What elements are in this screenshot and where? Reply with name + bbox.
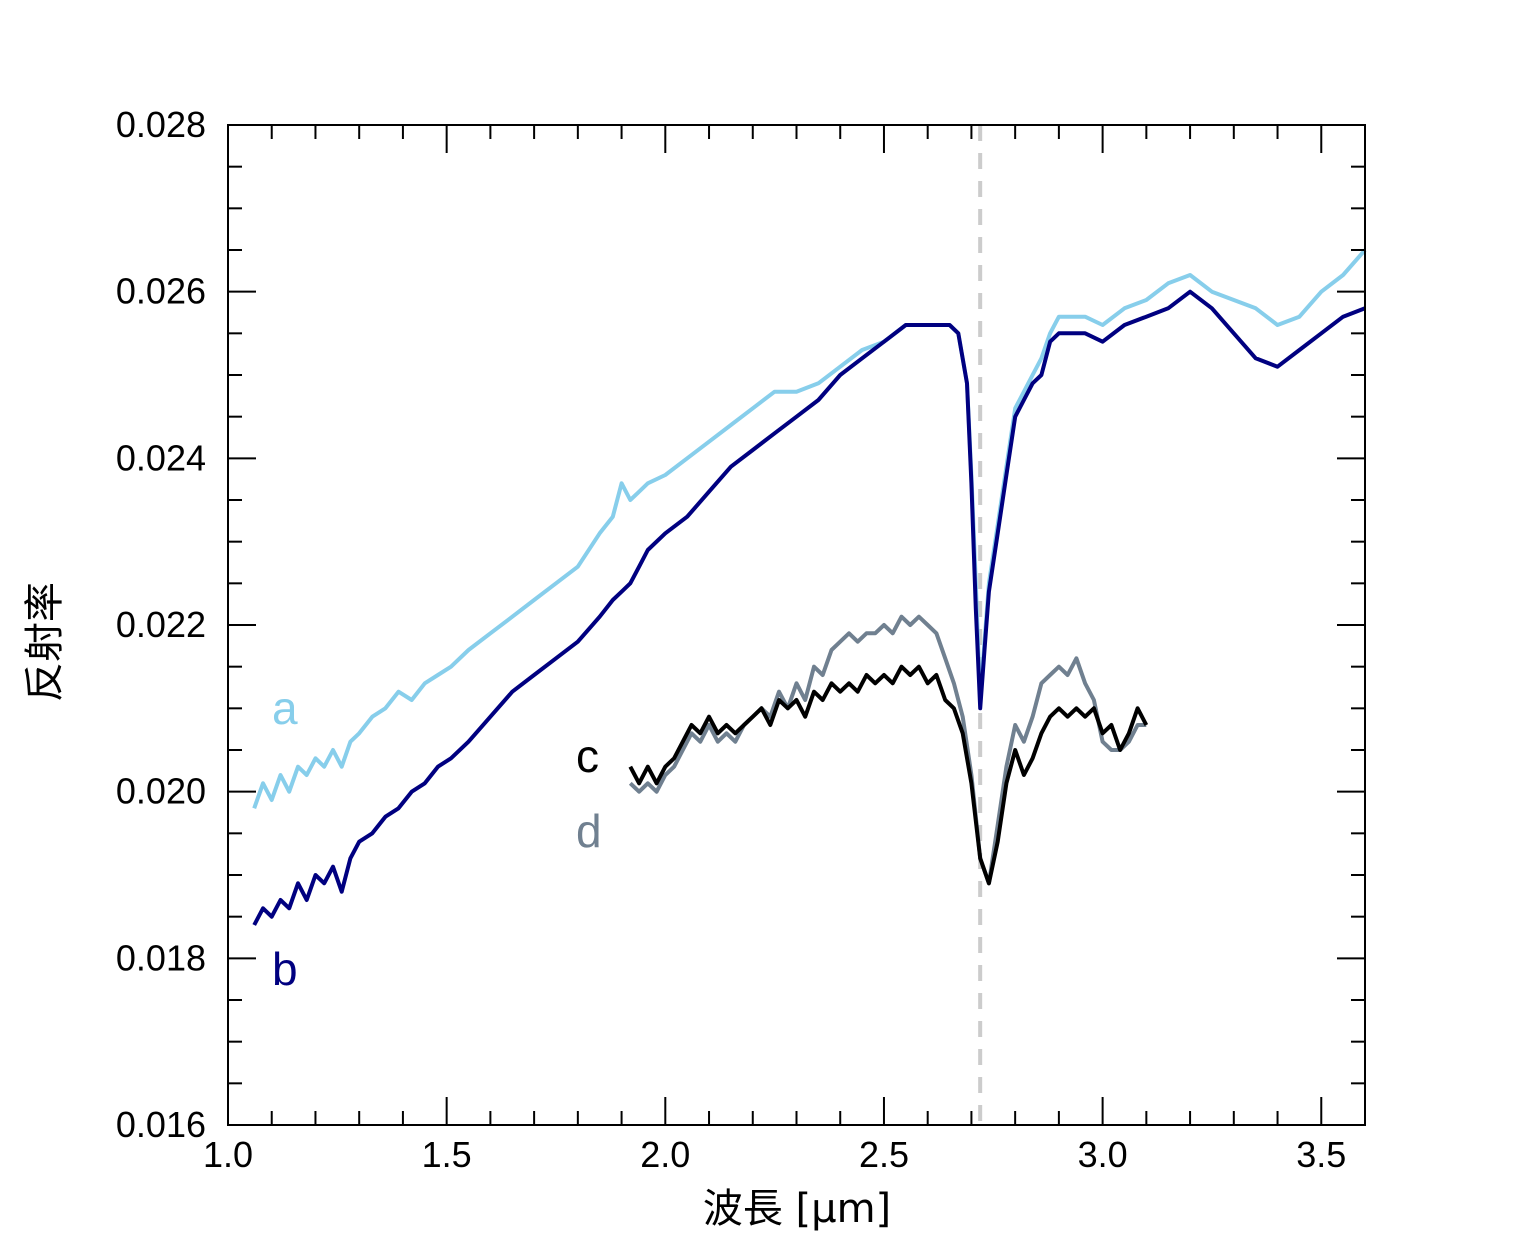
tick-label-layer: 1.0 1.5 2.0 2.5 3.0 3.5 0.016 0.018 0.020 0.022 0.… (116, 104, 1346, 1175)
series-line-b (252, 289, 1366, 926)
x-tick-label: 3.5 (1296, 1134, 1346, 1175)
y-tick-label: 0.022 (116, 604, 206, 645)
x-tick-label: 2.5 (859, 1134, 909, 1175)
series-line-d (628, 614, 1147, 886)
x-tick-label: 1.5 (422, 1134, 472, 1175)
series-line-c (628, 664, 1149, 886)
axes-layer (227, 124, 1366, 1126)
y-tick-label: 0.026 (116, 271, 206, 312)
series-label-b: b (272, 943, 298, 995)
series-label-d: d (576, 805, 602, 857)
series-layer (252, 248, 1367, 926)
y-tick-label: 0.020 (116, 771, 206, 812)
series-label-layer: a b cd (272, 682, 602, 995)
x-tick-label: 3.0 (1078, 1134, 1128, 1175)
series-label-a: a (272, 682, 298, 734)
x-tick-label: 1.0 (203, 1134, 253, 1175)
y-tick-label: 0.018 (116, 937, 206, 978)
y-axis-title: 反射率 (22, 582, 68, 702)
series-line-a (252, 248, 1367, 809)
series-label-c: c (576, 730, 599, 782)
y-tick-label: 0.016 (116, 1104, 206, 1145)
plot-frame (227, 124, 1366, 1126)
x-axis-title: 波長 [μm] (703, 1186, 891, 1232)
y-tick-label: 0.028 (116, 104, 206, 145)
y-tick-label: 0.024 (116, 437, 206, 478)
x-tick-label: 2.0 (640, 1134, 690, 1175)
